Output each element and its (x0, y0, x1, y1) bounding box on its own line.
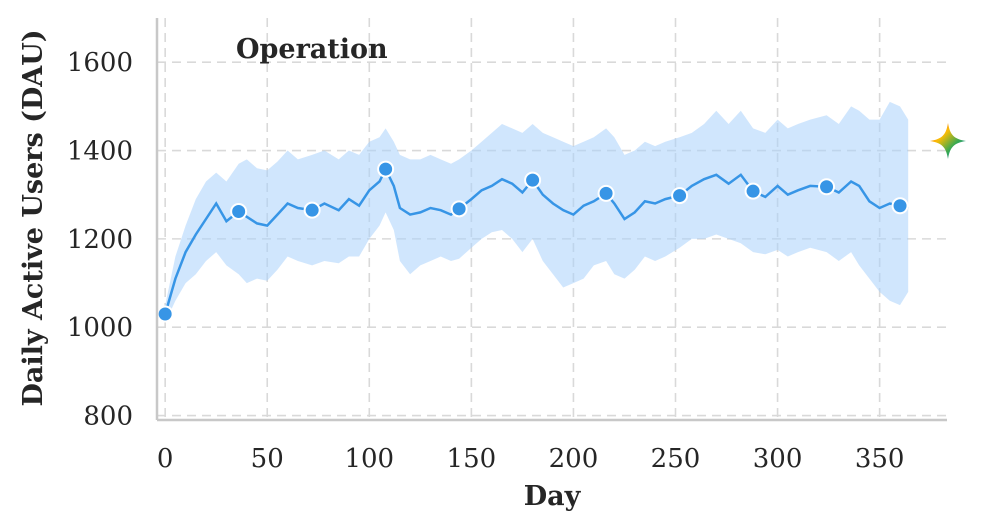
dau-series-line (163, 166, 909, 315)
y-tick-labels: 800 1000 1200 1400 1600 (67, 48, 133, 431)
x-tick-label: 0 (157, 444, 174, 474)
data-point (597, 184, 615, 202)
data-point (156, 305, 174, 323)
y-tick-label: 1600 (67, 48, 133, 78)
data-point (450, 200, 468, 218)
x-tick-label: 100 (344, 444, 394, 474)
x-axis-title: Day (524, 481, 582, 512)
y-tick-label: 800 (83, 402, 133, 432)
data-point (671, 187, 689, 205)
sparkle-icon (930, 123, 966, 159)
x-tick-label: 300 (753, 444, 803, 474)
data-point (744, 182, 762, 200)
axes (155, 18, 947, 422)
y-tick-label: 1200 (67, 225, 133, 255)
data-point (818, 178, 836, 196)
x-tick-label: 200 (549, 444, 599, 474)
data-point (303, 201, 321, 219)
data-point (377, 160, 395, 178)
x-tick-label: 50 (251, 444, 284, 474)
data-point (891, 197, 909, 215)
data-point (230, 202, 248, 220)
x-tick-label: 250 (651, 444, 701, 474)
y-axis-title: Daily Active Users (DAU) (18, 29, 49, 406)
chart-title: Operation (236, 34, 388, 65)
y-tick-label: 1400 (67, 137, 133, 167)
y-tick-label: 1000 (67, 313, 133, 343)
data-point (524, 171, 542, 189)
x-tick-label: 350 (855, 444, 905, 474)
confidence-band (165, 101, 909, 323)
x-tick-labels: 0 50 100 150 200 250 300 350 (157, 444, 905, 474)
x-tick-label: 150 (447, 444, 497, 474)
